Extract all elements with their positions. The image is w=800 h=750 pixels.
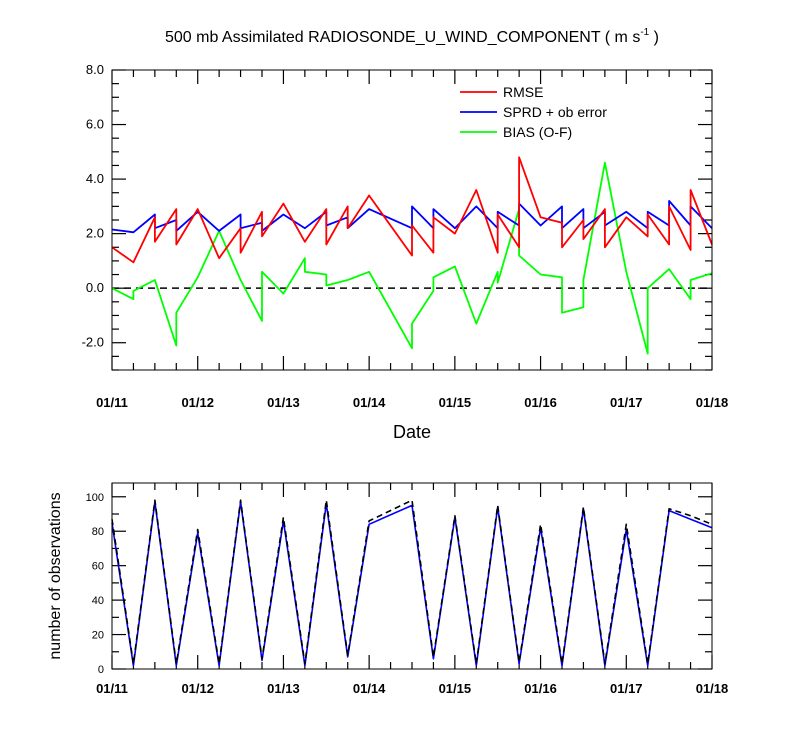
top-ticks: 01/11 01/12 01/13 01/14 01/15 01/16 01/17 01/18…: [82, 62, 729, 410]
x-tick-label: 01/12: [181, 395, 214, 410]
y-tick-label: 2.0: [86, 226, 104, 241]
x-tick-label: 01/11: [96, 395, 128, 410]
chart-title: 500 mb Assimilated RADIOSONDE_U_WIND_COM…: [165, 27, 659, 46]
legend-label: RMSE: [503, 84, 543, 100]
y-tick-label: -2.0: [82, 335, 104, 350]
bottom-plot-frame: [111, 482, 713, 670]
x-tick-label: 01/13: [267, 395, 300, 410]
y-tick-label: 20: [92, 630, 104, 642]
y-tick-label: 0.0: [86, 280, 104, 295]
y-tick-label: 8.0: [86, 62, 104, 77]
x-axis-label: Date: [393, 422, 431, 442]
legend-label: SPRD + ob error: [503, 104, 607, 120]
x-tick-label: 01/17: [610, 681, 643, 696]
y-tick-label: 0: [98, 664, 104, 676]
y-tick-label: 4.0: [86, 171, 104, 186]
series-line-assimilated-observations: [111, 501, 713, 667]
y-tick-label: 60: [92, 561, 104, 573]
bottom-ticks: 01/11 01/12 01/13 01/14 01/15 01/16 01/17 01/18…: [86, 483, 729, 696]
y-tick-label: 40: [92, 595, 104, 607]
legend-label: BIAS (O-F): [503, 124, 572, 140]
x-tick-label: 01/18: [696, 395, 729, 410]
series-line-total-observations: [111, 499, 713, 665]
bottom-series-lines: [111, 499, 713, 667]
series-line-bias-o-f-: [111, 161, 713, 355]
x-tick-label: 01/18: [696, 681, 729, 696]
y-axis-label: number of observations: [47, 492, 64, 659]
y-tick-label: 80: [92, 526, 104, 538]
y-tick-label: 6.0: [86, 117, 104, 132]
bottom-chart: 01/11 01/12 01/13 01/14 01/15 01/16 01/17 01/18…: [47, 482, 729, 696]
x-tick-label: 01/17: [610, 395, 643, 410]
x-tick-label: 01/15: [439, 681, 472, 696]
x-tick-label: 01/12: [181, 681, 214, 696]
x-tick-label: 01/13: [267, 681, 300, 696]
y-tick-label: 100: [86, 492, 104, 504]
top-plot-frame: [111, 69, 713, 371]
legend: RMSE SPRD + ob error BIAS (O-F): [460, 84, 607, 140]
x-tick-label: 01/14: [353, 395, 386, 410]
series-line-rmse: [111, 156, 713, 264]
x-tick-label: 01/15: [439, 395, 472, 410]
x-tick-label: 01/14: [353, 681, 386, 696]
top-chart: 500 mb Assimilated RADIOSONDE_U_WIND_COM…: [82, 27, 729, 442]
x-tick-label: 01/16: [524, 395, 557, 410]
top-series-lines: [111, 156, 713, 355]
x-tick-label: 01/16: [524, 681, 557, 696]
x-tick-label: 01/11: [96, 681, 128, 696]
